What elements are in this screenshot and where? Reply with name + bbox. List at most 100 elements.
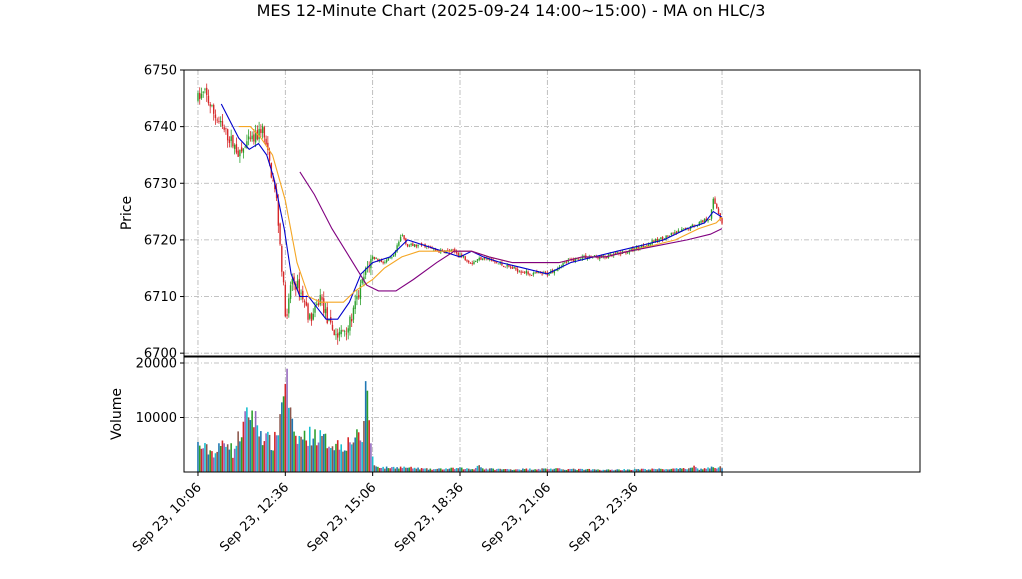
candle-body <box>263 127 266 138</box>
candle-body <box>581 256 583 259</box>
moving-average-lines <box>220 103 723 320</box>
candle-body <box>703 218 706 223</box>
volume-bar <box>408 467 411 472</box>
candle-body <box>553 270 556 274</box>
candle-body <box>544 272 547 273</box>
volume-bar <box>438 468 440 472</box>
volume-bar <box>308 426 311 472</box>
volume-tick-label: 10000 <box>136 411 177 426</box>
candle-body <box>478 257 480 260</box>
volume-bar <box>209 450 211 472</box>
candle-body <box>314 306 316 313</box>
volume-bar <box>382 466 384 472</box>
volume-bar <box>591 469 594 472</box>
candle-body <box>305 301 307 306</box>
candle-body <box>321 297 323 300</box>
candle-body <box>310 313 313 322</box>
volume-bar <box>326 448 329 472</box>
volume-bar <box>502 469 505 472</box>
volume-bar <box>335 443 337 472</box>
candle-body <box>326 307 328 324</box>
volume-bar <box>558 468 561 472</box>
candle-body <box>345 333 348 335</box>
candle-body <box>240 147 243 152</box>
volume-bar <box>518 469 521 472</box>
candle-body <box>684 227 687 229</box>
volume-bar <box>342 451 344 472</box>
volume-bar <box>312 438 315 472</box>
volume-bar <box>688 468 690 472</box>
candle-body <box>534 272 536 274</box>
volume-bar <box>562 469 564 472</box>
candle-body <box>352 307 355 320</box>
volume-bar <box>375 466 377 472</box>
volume-bar <box>637 469 639 472</box>
volume-bar <box>352 442 355 472</box>
candle-body <box>239 149 241 157</box>
candle-body <box>665 235 667 239</box>
price-tick-label: 6750 <box>144 64 177 79</box>
volume-bar <box>616 469 619 472</box>
volume-bar <box>289 407 292 472</box>
candle-body <box>649 243 652 245</box>
volume-bar <box>584 469 587 472</box>
candle-body <box>565 261 568 263</box>
price-tick-label: 6740 <box>144 120 177 135</box>
volume-bar <box>539 469 542 472</box>
candle-body <box>667 235 669 237</box>
volume-bar <box>532 469 535 472</box>
candle-body <box>468 260 470 263</box>
volume-bar <box>441 469 444 472</box>
volume-bar <box>550 468 552 472</box>
volume-bar <box>235 445 238 472</box>
candle-body <box>370 258 372 269</box>
candle-body <box>632 247 634 252</box>
candle-body <box>303 300 306 302</box>
candle-body <box>391 256 393 258</box>
volume-bar <box>296 443 299 472</box>
candle-body <box>675 231 678 233</box>
volume-bar <box>546 469 549 472</box>
volume-bar <box>612 470 615 472</box>
volume-bar <box>205 444 208 472</box>
volume-bar <box>611 469 613 472</box>
volume-bar <box>543 468 545 472</box>
candle-body <box>324 308 327 314</box>
candle-body <box>279 223 281 245</box>
volume-bar <box>274 431 276 472</box>
volume-bar <box>293 431 295 472</box>
candle-body <box>646 245 648 247</box>
candle-body <box>289 285 292 299</box>
candle-body <box>296 280 299 289</box>
candle-body <box>286 314 288 316</box>
candle-body <box>653 240 655 243</box>
candle-body <box>288 298 290 314</box>
candle-body <box>380 259 383 263</box>
candle-body <box>212 104 215 114</box>
volume-bar <box>621 470 624 472</box>
candle-body <box>331 324 334 330</box>
volume-bar <box>225 446 227 472</box>
candle-body <box>413 244 416 247</box>
volume-bar <box>207 454 210 472</box>
volume-bar <box>398 468 400 472</box>
candle-body <box>511 267 514 269</box>
volume-bar <box>371 456 374 472</box>
candle-body <box>513 266 515 269</box>
volume-bar <box>211 451 213 472</box>
volume-bar <box>618 469 620 472</box>
candle-body <box>630 248 632 250</box>
volume-bar <box>301 439 304 472</box>
volume-bar <box>422 468 425 472</box>
volume-bar <box>525 468 528 472</box>
volume-bar <box>410 466 412 472</box>
volume-bar <box>270 450 273 472</box>
volume-bar <box>672 468 674 472</box>
volume-bar <box>509 469 512 472</box>
volume-bar <box>667 469 669 472</box>
candle-body <box>244 146 246 148</box>
chart-title: MES 12-Minute Chart (2025-09-24 14:00~15… <box>257 1 766 20</box>
candle-body <box>523 272 526 274</box>
volume-bar <box>647 469 650 472</box>
